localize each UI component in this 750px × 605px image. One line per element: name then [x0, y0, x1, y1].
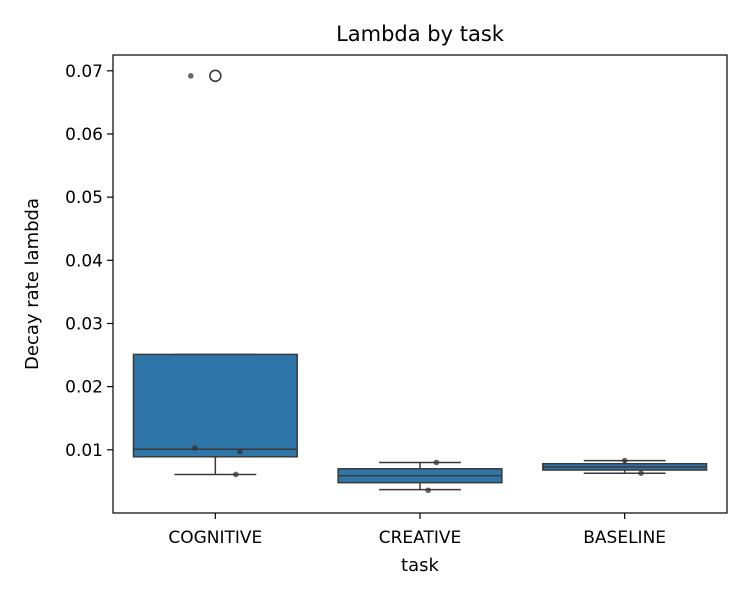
y-tick-label: 0.06: [65, 125, 103, 145]
data-point: [433, 459, 440, 466]
x-tick-label: COGNITIVE: [168, 528, 262, 548]
box-group-baseline: [542, 459, 708, 474]
x-axis-label: task: [401, 555, 439, 576]
box-group-creative: [337, 461, 503, 491]
outlier-marker: [209, 69, 222, 83]
y-tick-label: 0.07: [65, 62, 103, 82]
plot-area: [107, 69, 708, 519]
data-point: [621, 457, 628, 464]
x-tick-label: BASELINE: [583, 528, 666, 548]
data-point: [192, 445, 198, 451]
axes-frame: [112, 54, 728, 514]
y-tick-label: 0.02: [65, 378, 103, 398]
data-point: [638, 470, 644, 477]
y-tick-label: 0.03: [65, 314, 103, 334]
y-axis-label: Decay rate lambda: [22, 198, 43, 370]
x-tick-label: CREATIVE: [379, 528, 462, 548]
y-tick-label: 0.01: [65, 441, 103, 461]
box-group-cognitive: [132, 69, 298, 476]
y-tick-label: 0.05: [65, 188, 103, 208]
chart-title: Lambda by task: [336, 22, 505, 46]
iqr-box: [132, 353, 298, 458]
data-point: [425, 487, 431, 494]
data-point: [233, 471, 239, 478]
data-point: [187, 73, 194, 79]
y-tick-label: 0.04: [65, 251, 103, 271]
data-point: [237, 448, 243, 455]
